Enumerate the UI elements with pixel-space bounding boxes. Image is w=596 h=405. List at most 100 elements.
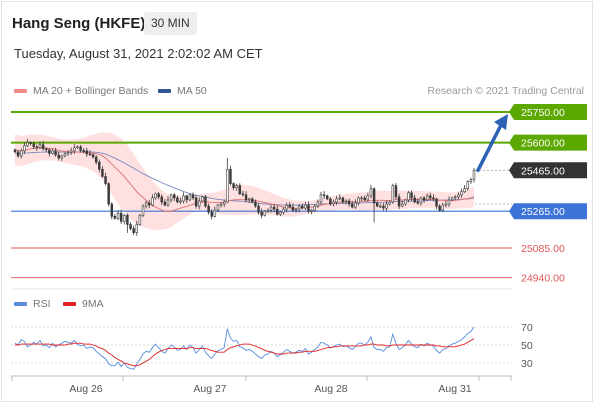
candle-body: [335, 198, 338, 203]
candle-body: [60, 155, 64, 159]
report-datetime: Tuesday, August 31, 2021 2:02:02 AM CET: [14, 46, 263, 61]
candle-body: [163, 201, 167, 206]
candle-body: [419, 197, 423, 204]
legend-rsi: RSI: [14, 298, 51, 310]
candle-body: [338, 197, 341, 200]
candle-body: [457, 194, 460, 198]
candle-body: [282, 208, 285, 213]
candle-body: [238, 185, 242, 195]
candle-body: [244, 194, 248, 201]
candle-body: [213, 209, 217, 217]
candle-body: [329, 198, 332, 205]
candle-body: [219, 203, 223, 206]
candle-body: [441, 204, 445, 211]
candle-body: [276, 208, 279, 215]
candle-body: [160, 196, 163, 203]
candle-body: [107, 183, 110, 205]
candle-body: [138, 214, 142, 225]
candle-body: [23, 145, 26, 152]
ma50-line: [14, 151, 475, 206]
candle-body: [432, 197, 435, 200]
candle-body: [101, 168, 104, 177]
candle-body: [410, 192, 413, 199]
rsi-line: [14, 326, 475, 370]
price-level-label-2-tag: [509, 162, 587, 179]
candle-body: [194, 197, 198, 207]
candle-body: [469, 179, 473, 182]
candle-body: [388, 201, 391, 205]
candle-body: [201, 196, 204, 202]
candle-body: [382, 205, 385, 209]
x-tick-label: Aug 28: [314, 383, 347, 395]
candle-body: [32, 143, 35, 148]
candle-body: [216, 204, 220, 211]
candle-body: [135, 224, 139, 233]
candles-group: [13, 138, 476, 236]
candle-body: [232, 183, 235, 188]
candle-body: [82, 150, 85, 152]
candle-body: [179, 200, 182, 203]
legend-9ma: 9MA: [63, 298, 104, 310]
price-level-label-0: 25750.00: [521, 107, 565, 119]
candle-body: [173, 194, 176, 199]
candle-body: [144, 202, 148, 207]
candle-body: [148, 202, 151, 206]
candle-body: [344, 200, 348, 203]
legend-ma50-label: MA 50: [177, 85, 207, 97]
candle-body: [57, 154, 60, 159]
candle-body: [294, 208, 298, 211]
candle-body: [263, 210, 267, 216]
candle-body: [247, 198, 251, 201]
candle-body: [304, 204, 307, 209]
candle-body: [132, 228, 135, 233]
candle-body: [288, 204, 292, 208]
candle-body: [369, 188, 373, 197]
candle-body: [285, 204, 288, 210]
candle-body: [332, 201, 335, 205]
candle-body: [73, 147, 76, 152]
candle-body: [416, 201, 420, 204]
price-level-label-2: 25465.00: [521, 165, 565, 177]
candle-body: [429, 195, 432, 199]
candle-body: [375, 202, 379, 207]
candle-body: [229, 168, 232, 184]
candle-body: [397, 196, 401, 207]
candle-body: [210, 211, 213, 217]
candle-body: [185, 195, 188, 201]
price-level-label-5: 24940.00: [521, 273, 565, 285]
candle-body: [197, 200, 201, 207]
candle-body: [85, 150, 89, 155]
candle-body: [460, 191, 463, 196]
candle-body: [113, 216, 117, 219]
price-level-label-1-tag: [509, 134, 587, 151]
candle-body: [313, 205, 316, 211]
price-level-label-0-tag: [509, 104, 587, 120]
legend-ma20-label: MA 20 + Bollinger Bands: [33, 85, 149, 97]
candle-body: [191, 194, 195, 199]
ma20-line: [14, 147, 475, 212]
price-level-label-3: 25265.00: [521, 206, 565, 218]
candle-body: [104, 176, 107, 184]
candle-body: [413, 197, 416, 203]
candle-body: [116, 212, 120, 219]
candle-body: [110, 203, 114, 217]
candle-body: [63, 153, 67, 157]
candle-body: [222, 201, 226, 205]
candle-body: [35, 146, 39, 149]
candle-body: [182, 195, 185, 202]
candle-body: [291, 206, 295, 211]
candle-body: [76, 146, 79, 149]
legend-ma20-bollinger: MA 20 + Bollinger Bands: [14, 85, 148, 97]
candle-body: [319, 194, 323, 203]
candle-body: [41, 144, 45, 150]
candle-body: [310, 209, 313, 212]
rsi-tick-label: 70: [521, 322, 533, 334]
candle-body: [123, 214, 126, 222]
candle-body: [425, 195, 429, 201]
candle-body: [126, 214, 129, 225]
candle-body: [363, 197, 366, 201]
candle-body: [166, 199, 170, 206]
candle-body: [51, 150, 54, 154]
timeframe-badge[interactable]: 30 MIN: [144, 12, 197, 35]
